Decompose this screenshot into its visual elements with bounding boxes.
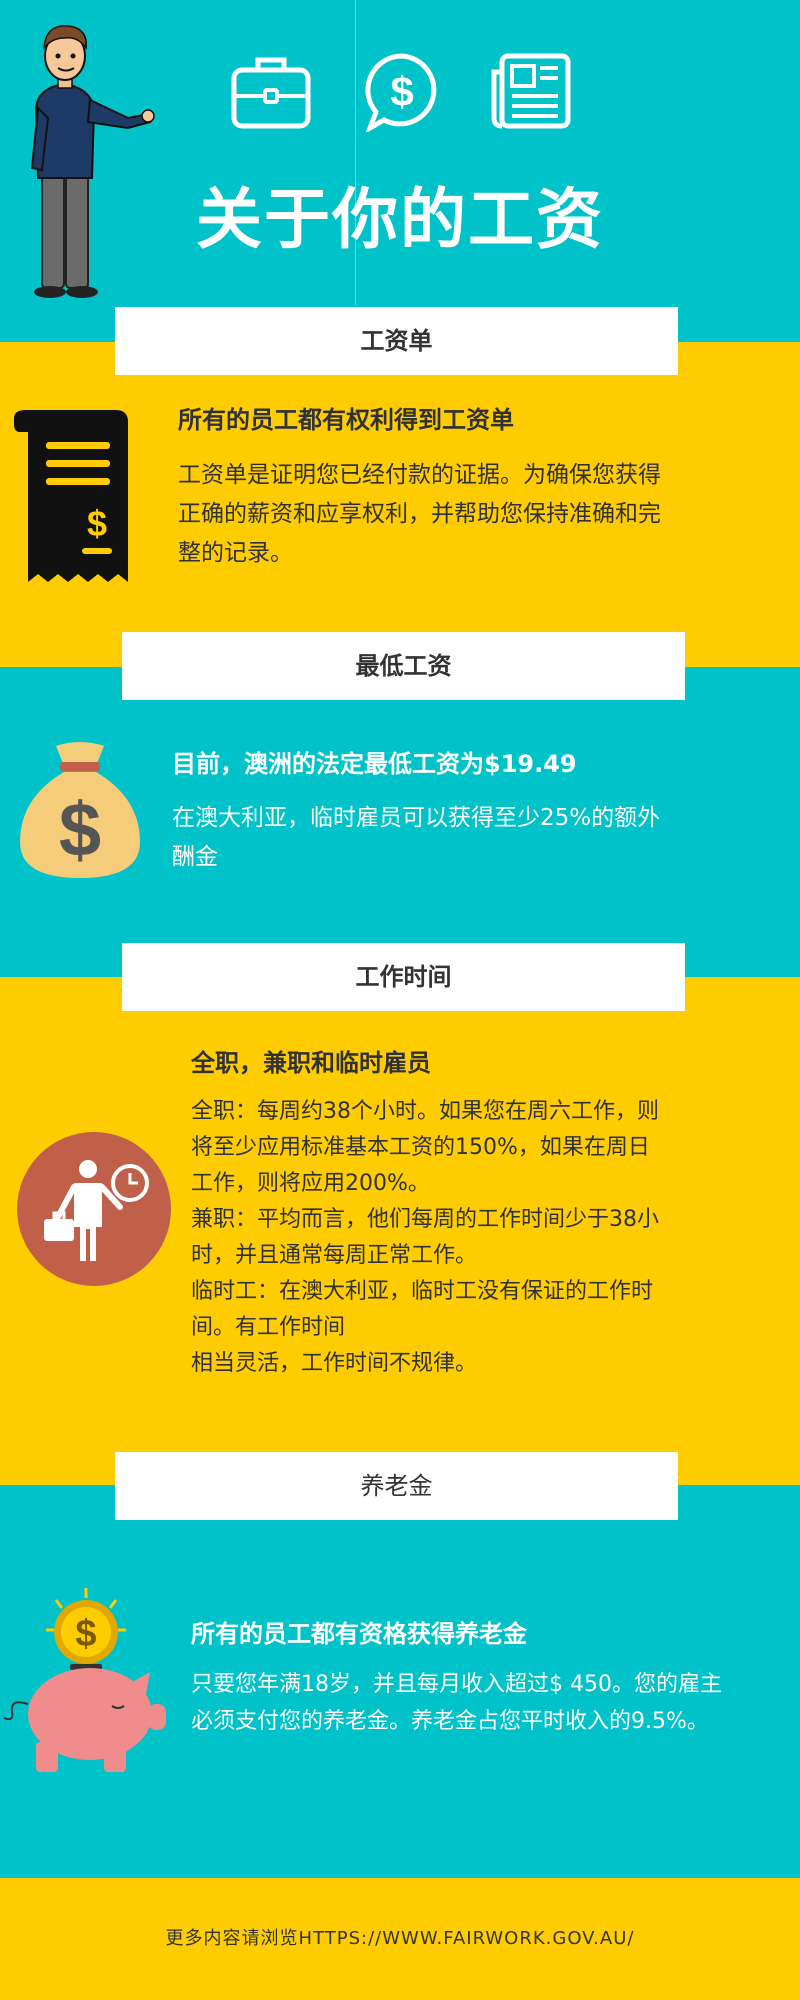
worktime-paragraph: 全职：每周约38个小时。如果您在周六工作，则 将至少应用标准基本工资的150%，… <box>191 1094 659 1382</box>
worktime-label: 工作时间 <box>122 943 685 1011</box>
super-line: 只要您年满18岁，并且每月收入超过$ 450。您的雇主 <box>191 1672 722 1697</box>
businessman-clock-icon <box>17 1132 171 1286</box>
payslip-line: 工资单是证明您已经付款的证据。为确保您获得 <box>178 462 661 488</box>
minwage-label: 最低工资 <box>122 632 685 700</box>
super-paragraph: 只要您年满18岁，并且每月收入超过$ 450。您的雇主 必须支付您的养老金。养老… <box>191 1666 722 1740</box>
payslip-label: 工资单 <box>115 307 678 375</box>
header-divider <box>355 0 356 305</box>
super-label: 养老金 <box>115 1452 678 1520</box>
super-heading: 所有的员工都有资格获得养老金 <box>191 1620 527 1648</box>
worktime-line: 临时工：在澳大利亚，临时工没有保证的工作时 <box>191 1279 654 1304</box>
page-title: 关于你的工资 <box>196 181 604 258</box>
minwage-line: 酬金 <box>172 844 218 870</box>
receipt-icon: $ <box>14 410 128 582</box>
svg-text:$: $ <box>75 1613 96 1655</box>
payslip-band <box>0 342 800 667</box>
minwage-line: 在澳大利亚，临时雇员可以获得至少25%的额外 <box>172 805 661 831</box>
payslip-heading: 所有的员工都有权利得到工资单 <box>178 406 514 434</box>
worktime-heading: 全职，兼职和临时雇员 <box>191 1049 431 1077</box>
svg-text:$: $ <box>390 68 413 115</box>
dollar-speech-bubble-icon: $ <box>365 53 437 132</box>
footer-band <box>0 1878 800 2000</box>
super-line: 必须支付您的养老金。养老金占您平时收入的9.5%。 <box>191 1709 709 1734</box>
worktime-line: 兼职：平均而言，他们每周的工作时间少于38小 <box>191 1207 659 1232</box>
worktime-line: 全职：每周约38个小时。如果您在周六工作，则 <box>191 1099 659 1124</box>
svg-text:$: $ <box>59 788 101 873</box>
briefcase-icon <box>231 57 311 129</box>
footer-link-text[interactable]: 更多内容请浏览HTTPS://WWW.FAIRWORK.GOV.AU/ <box>165 1928 635 1949</box>
worktime-line: 将至少应用标准基本工资的150%，如果在周日 <box>191 1135 650 1160</box>
worktime-line: 时，并且通常每周正常工作。 <box>191 1243 478 1268</box>
minwage-paragraph: 在澳大利亚，临时雇员可以获得至少25%的额外 酬金 <box>172 799 660 877</box>
newspaper-icon <box>491 53 571 129</box>
minwage-heading: 目前，澳洲的法定最低工资为$19.49 <box>172 750 577 778</box>
cartoon-man-illustration <box>30 25 155 298</box>
worktime-line: 工作，则将应用200%。 <box>191 1171 430 1196</box>
payslip-line: 整的记录。 <box>178 540 293 566</box>
worktime-line: 间。有工作时间 <box>191 1315 346 1340</box>
svg-text:$: $ <box>87 503 107 544</box>
piggy-bank-coin-icon: $ <box>3 1588 166 1772</box>
payslip-line: 正确的薪资和应享权利，并帮助您保持准确和完 <box>178 501 661 527</box>
money-bag-icon: $ <box>20 742 140 878</box>
payslip-paragraph: 工资单是证明您已经付款的证据。为确保您获得 正确的薪资和应享权利，并帮助您保持准… <box>178 456 661 573</box>
worktime-line: 相当灵活，工作时间不规律。 <box>191 1351 478 1376</box>
